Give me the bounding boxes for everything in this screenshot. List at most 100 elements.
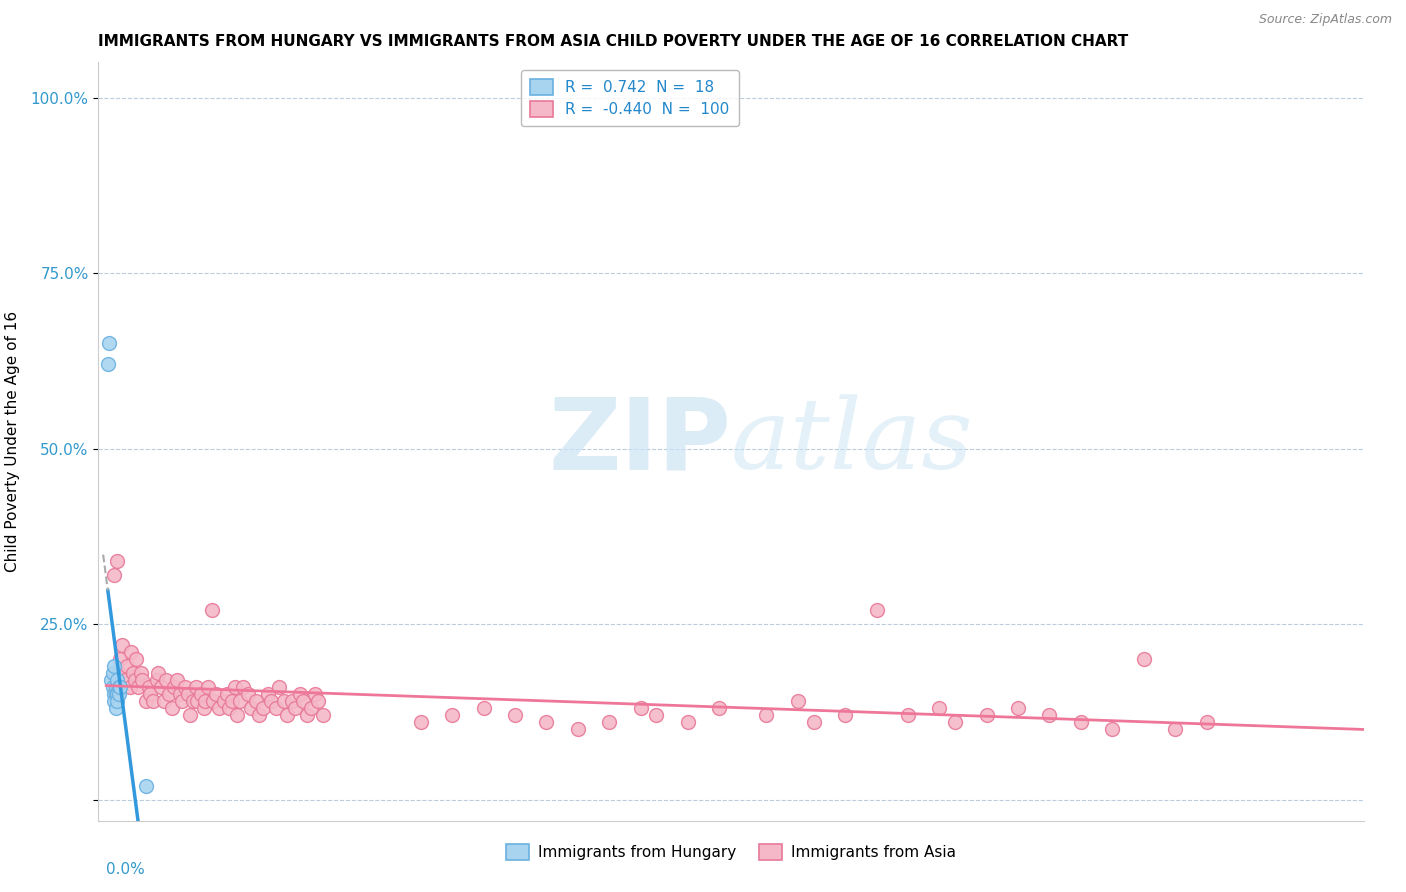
Point [224, 680, 246, 694]
Point [208, 701, 231, 715]
Point [260, 694, 283, 708]
Point [284, 701, 307, 715]
Point [169, 687, 191, 701]
Text: IMMIGRANTS FROM HUNGARY VS IMMIGRANTS FROM ASIA CHILD POVERTY UNDER THE AGE OF 1: IMMIGRANTS FROM HUNGARY VS IMMIGRANTS FR… [98, 34, 1129, 49]
Point [218, 701, 240, 715]
Point [928, 701, 950, 715]
Point [276, 708, 298, 723]
Point [194, 694, 217, 708]
Point [155, 673, 177, 688]
Point [131, 673, 153, 688]
Point [173, 680, 195, 694]
Text: 0.0%: 0.0% [107, 863, 145, 878]
Point [709, 701, 731, 715]
Point [163, 680, 186, 694]
Point [139, 687, 162, 701]
Point [142, 694, 165, 708]
Point [127, 680, 149, 694]
Point [472, 701, 495, 715]
Point [97, 357, 120, 371]
Point [1007, 701, 1029, 715]
Point [630, 701, 652, 715]
Point [103, 568, 125, 582]
Point [138, 680, 160, 694]
Point [897, 708, 920, 723]
Point [236, 687, 259, 701]
Point [308, 694, 330, 708]
Point [105, 554, 128, 568]
Point [104, 680, 127, 694]
Point [197, 680, 219, 694]
Point [1195, 715, 1218, 730]
Point [212, 694, 235, 708]
Point [409, 715, 432, 730]
Point [229, 694, 252, 708]
Point [157, 687, 180, 701]
Point [108, 687, 131, 701]
Point [202, 694, 225, 708]
Point [1101, 723, 1123, 737]
Point [153, 694, 176, 708]
Point [105, 694, 128, 708]
Point [118, 680, 141, 694]
Point [239, 701, 262, 715]
Y-axis label: Child Poverty Under the Age of 16: Child Poverty Under the Age of 16 [4, 311, 20, 572]
Point [146, 666, 169, 681]
Point [150, 680, 173, 694]
Point [225, 708, 247, 723]
Point [441, 708, 464, 723]
Point [103, 694, 125, 708]
Point [299, 701, 322, 715]
Point [273, 694, 295, 708]
Point [103, 659, 125, 673]
Point [105, 687, 128, 701]
Point [135, 694, 157, 708]
Point [281, 694, 304, 708]
Point [181, 694, 204, 708]
Point [943, 715, 966, 730]
Point [114, 673, 136, 688]
Point [288, 687, 311, 701]
Point [245, 694, 267, 708]
Point [193, 701, 215, 715]
Point [269, 680, 291, 694]
Point [536, 715, 558, 730]
Point [645, 708, 668, 723]
Point [166, 673, 188, 688]
Point [145, 673, 167, 688]
Point [170, 694, 193, 708]
Point [124, 673, 146, 688]
Point [567, 723, 589, 737]
Point [247, 708, 270, 723]
Point [252, 701, 274, 715]
Point [177, 687, 200, 701]
Point [103, 687, 125, 701]
Point [205, 687, 228, 701]
Point [264, 701, 287, 715]
Point [257, 687, 280, 701]
Point [676, 715, 699, 730]
Point [312, 708, 335, 723]
Point [598, 715, 620, 730]
Point [755, 708, 778, 723]
Point [186, 694, 208, 708]
Point [115, 659, 138, 673]
Point [1132, 652, 1154, 666]
Point [101, 666, 124, 681]
Point [787, 694, 810, 708]
Point [179, 708, 201, 723]
Point [291, 694, 314, 708]
Point [98, 336, 121, 351]
Point [803, 715, 825, 730]
Point [865, 603, 887, 617]
Point [110, 680, 132, 694]
Point [135, 779, 157, 793]
Point [217, 687, 239, 701]
Text: Source: ZipAtlas.com: Source: ZipAtlas.com [1258, 13, 1392, 27]
Point [105, 673, 128, 688]
Point [111, 638, 134, 652]
Point [304, 687, 326, 701]
Point [122, 666, 145, 681]
Point [834, 708, 856, 723]
Point [184, 680, 207, 694]
